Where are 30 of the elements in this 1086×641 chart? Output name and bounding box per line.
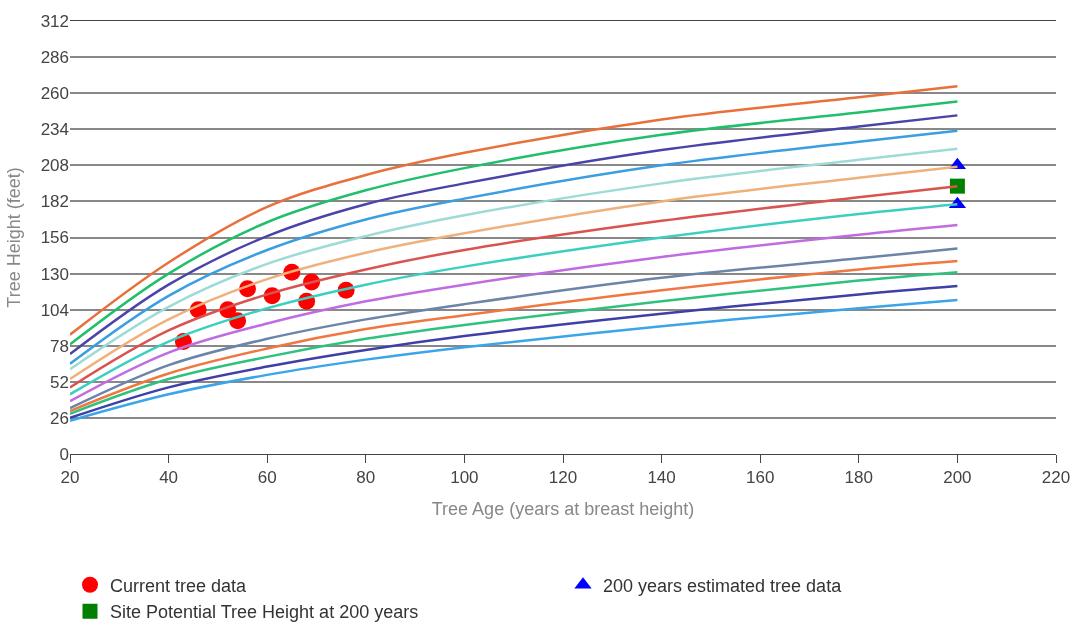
x-tick-label: 220 xyxy=(1041,468,1071,488)
x-tick-label: 20 xyxy=(60,468,80,488)
x-tick-label: 100 xyxy=(450,468,479,488)
x-tick-label: 60 xyxy=(257,468,277,488)
legend-label: Site Potential Tree Height at 200 years xyxy=(110,602,419,623)
y-tick-label: 156 xyxy=(40,228,69,248)
y-tick-label: 312 xyxy=(40,11,69,31)
y-tick-label: 130 xyxy=(40,264,69,284)
y-tick-label: 208 xyxy=(40,156,69,176)
y-tick-label: 104 xyxy=(40,300,69,320)
y-axis-title: Tree Height (feet) xyxy=(3,167,24,308)
y-tick-label: 26 xyxy=(50,408,69,428)
x-tick-label: 180 xyxy=(844,468,873,488)
x-tick-label: 40 xyxy=(159,468,179,488)
legend-label: Current tree data xyxy=(110,575,248,596)
x-tick-label: 120 xyxy=(548,468,578,488)
x-tick-label: 200 xyxy=(943,468,972,488)
y-tick-label: 182 xyxy=(40,192,69,212)
x-axis-title: Tree Age (years at breast height) xyxy=(431,498,695,519)
x-tick-label: 140 xyxy=(647,468,676,488)
y-tick-label: 260 xyxy=(40,84,69,104)
y-tick-label: 234 xyxy=(40,120,69,140)
point xyxy=(949,178,965,194)
y-tick-label: 0 xyxy=(59,444,69,464)
y-tick-label: 78 xyxy=(50,336,69,356)
y-tick-label: 52 xyxy=(50,372,69,392)
x-tick-label: 80 xyxy=(356,468,376,488)
legend-label: 200 years estimated tree data xyxy=(603,575,843,596)
x-tick-label: 160 xyxy=(746,468,775,488)
y-tick-label: 286 xyxy=(40,48,69,68)
